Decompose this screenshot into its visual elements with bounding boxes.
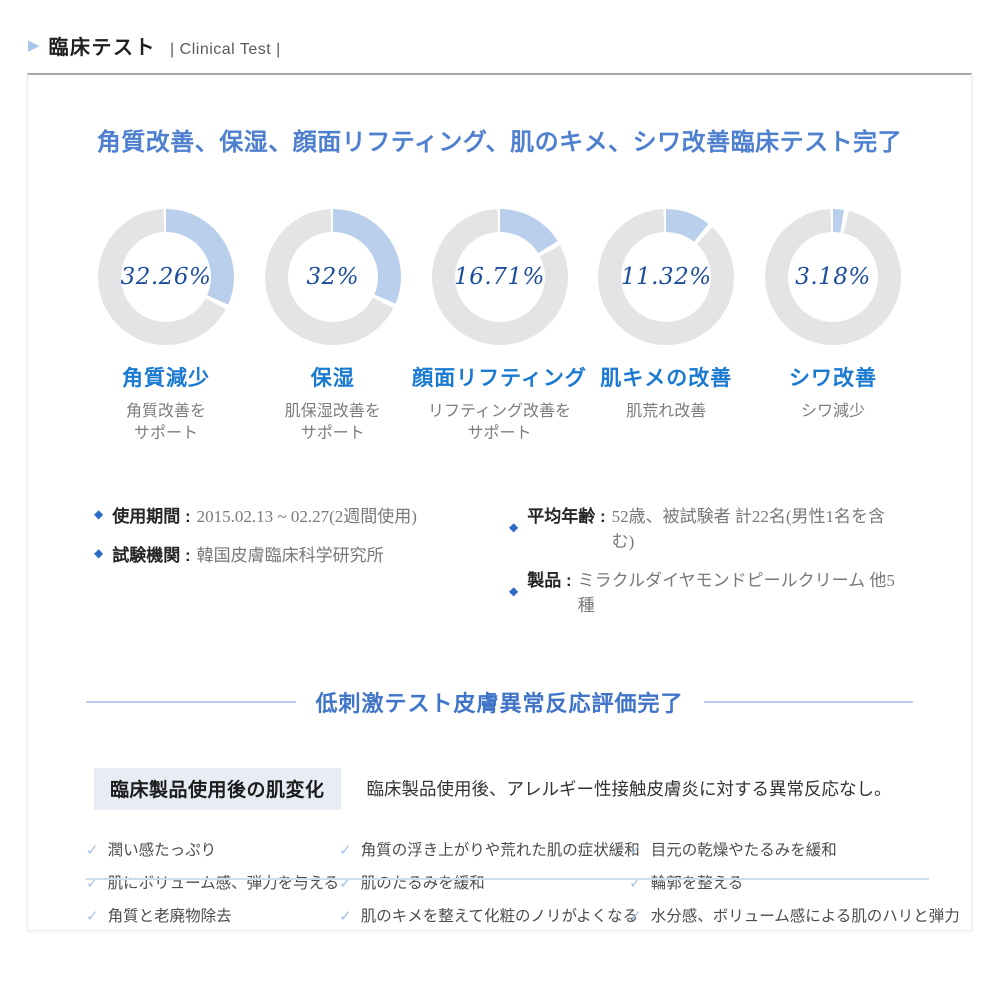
- detail-product: ◆ 製品 : ミラクルダイヤモンドピールクリーム 他5種: [509, 566, 905, 616]
- donut-label: シワ改善: [789, 367, 877, 390]
- donut-chart-wrinkle: 3.18%: [765, 209, 901, 345]
- clinical-test-card: 角質改善、保湿、顔面リフティング、肌のキメ、シワ改善臨床テスト完了 32.26%…: [27, 73, 972, 931]
- checklist-item: ✓ 輪郭を整える: [629, 867, 960, 900]
- donut-chart-keratin: 32.26%: [98, 209, 234, 345]
- checklist-item-label: 肌のキメを整えて化粧のノリがよくなる: [360, 907, 639, 925]
- detail-value: 2015.02.13 ~ 02.27(2週間使用): [196, 506, 417, 526]
- donut-sublabel: シワ減少: [800, 403, 865, 420]
- detail-label: 平均年齢 :: [527, 506, 606, 526]
- diamond-bullet-icon: ◆: [509, 519, 519, 534]
- check-icon: ✓: [339, 906, 352, 925]
- chart-wrinkle: 3.18% シワ改善 シワ減少: [755, 209, 911, 446]
- diamond-bullet-icon: ◆: [509, 583, 519, 598]
- checklist-column-3: ✓ 目元の乾燥やたるみを緩和 ✓ 輪郭を整える ✓ 水分感、ボリューム感による肌…: [629, 834, 960, 933]
- donut-sublabel: 肌保湿改善を サポート: [284, 403, 381, 443]
- donut-percent: 32%: [306, 264, 360, 290]
- checklist-item-label: 潤い感たっぷり: [107, 841, 217, 859]
- detail-institution: ◆ 試験機関 : 韓国皮膚臨床科学研究所: [94, 541, 509, 566]
- section-title-jp: 臨床テスト: [48, 37, 157, 59]
- checklist-item-label: 角質の浮き上がりや荒れた肌の症状緩和: [360, 841, 640, 859]
- donut-chart-lifting: 16.71%: [431, 209, 568, 345]
- donut-label: 顔面リフティング: [412, 367, 587, 390]
- donut-sublabel: 肌荒れ改善: [626, 403, 707, 420]
- checklist-item: ✓ 目元の乾燥やたるみを緩和: [629, 834, 960, 867]
- donut-sublabel: リフティング改善を サポート: [427, 403, 572, 443]
- check-icon: ✓: [339, 840, 352, 859]
- diamond-bullet-icon: ◆: [94, 546, 104, 561]
- chart-moisture: 32% 保湿 肌保湿改善を サポート: [255, 209, 411, 446]
- hypoallergenic-section-heading: 低刺激テスト皮膚異常反応評価完了: [28, 686, 971, 718]
- donut-percent: 16.71%: [454, 264, 545, 290]
- diamond-bullet-icon: ◆: [94, 507, 104, 522]
- checklist-item: ✓ 肌のキメを整えて化粧のノリがよくなる: [339, 900, 638, 933]
- check-icon: ✓: [86, 873, 99, 892]
- donut-label: 肌キメの改善: [600, 367, 733, 390]
- check-icon: ✓: [629, 840, 642, 859]
- detail-value: ミラクルダイヤモンドピールクリーム 他5種: [577, 570, 895, 615]
- arrow-right-icon: ▶: [28, 37, 40, 54]
- bottom-divider: [86, 878, 929, 880]
- donut-label: 角質減少: [122, 367, 210, 390]
- check-icon: ✓: [629, 873, 642, 892]
- donut-label: 保湿: [310, 367, 355, 390]
- section-header: ▶ 臨床テスト | Clinical Test |: [28, 31, 281, 60]
- checklist-item-label: 目元の乾燥やたるみを緩和: [650, 841, 837, 859]
- benefits-checklist: ✓ 潤い感たっぷり ✓ 肌にボリューム感、弾力を与える ✓ 角質と老廃物除去 ✓…: [28, 834, 971, 933]
- skin-change-result-text: 臨床製品使用後、アレルギー性接触皮膚炎に対する異常反応なし。: [366, 779, 892, 800]
- test-details: ◆ 使用期間 : 2015.02.13 ~ 02.27(2週間使用) ◆ 試験機…: [28, 502, 971, 616]
- checklist-item: ✓ 肌のたるみを緩和: [339, 867, 629, 900]
- checklist-item-label: 角質と老廃物除去: [107, 907, 232, 925]
- detail-average-age: ◆ 平均年齢 : 52歳、被試験者 計22名(男性1名を含む): [509, 502, 905, 552]
- check-icon: ✓: [86, 840, 99, 859]
- donut-chart-moisture: 32%: [264, 209, 401, 345]
- donut-percent: 32.26%: [120, 264, 212, 290]
- donut-percent: 11.32%: [620, 264, 712, 290]
- detail-usage-period: ◆ 使用期間 : 2015.02.13 ~ 02.27(2週間使用): [94, 502, 509, 527]
- checklist-item: ✓ 角質の浮き上がりや荒れた肌の症状緩和: [339, 834, 640, 867]
- donut-charts-row: 32.26% 角質減少 角質改善を サポート 32% 保湿 肌保湿改善を サポー…: [28, 209, 971, 446]
- detail-label: 使用期間 :: [112, 506, 191, 526]
- checklist-column-2: ✓ 角質の浮き上がりや荒れた肌の症状緩和 ✓ 肌のたるみを緩和 ✓ 肌のキメを整…: [339, 834, 640, 933]
- check-icon: ✓: [86, 906, 99, 925]
- checklist-item-label: 肌のたるみを緩和: [360, 874, 485, 892]
- chart-keratin: 32.26% 角質減少 角質改善を サポート: [88, 209, 244, 446]
- checklist-item: ✓ 潤い感たっぷり: [86, 834, 339, 867]
- heading-rule-right: [703, 700, 914, 703]
- checklist-item: ✓ 水分感、ボリューム感による肌のハリと弾力: [629, 900, 960, 933]
- chart-lifting: 16.71% 顔面リフティング リフティング改善を サポート: [412, 209, 586, 446]
- check-icon: ✓: [339, 873, 352, 892]
- details-column-left: ◆ 使用期間 : 2015.02.13 ~ 02.27(2週間使用) ◆ 試験機…: [94, 502, 509, 616]
- section-title-en: | Clinical Test |: [170, 41, 281, 58]
- skin-change-box-label: 臨床製品使用後の肌変化: [94, 767, 341, 810]
- detail-value: 韓国皮膚臨床科学研究所: [196, 545, 384, 565]
- detail-value: 52歳、被試験者 計22名(男性1名を含む): [611, 506, 886, 551]
- skin-change-row: 臨床製品使用後の肌変化 臨床製品使用後、アレルギー性接触皮膚炎に対する異常反応な…: [28, 767, 971, 810]
- donut-percent: 3.18%: [795, 264, 871, 290]
- checklist-item-label: 水分感、ボリューム感による肌のハリと弾力: [650, 907, 960, 925]
- detail-label: 試験機関 :: [112, 545, 191, 565]
- check-icon: ✓: [629, 906, 642, 925]
- main-title: 角質改善、保湿、顔面リフティング、肌のキメ、シワ改善臨床テスト完了: [96, 129, 903, 156]
- checklist-item: ✓ 角質と老廃物除去: [86, 900, 339, 933]
- checklist-column-1: ✓ 潤い感たっぷり ✓ 肌にボリューム感、弾力を与える ✓ 角質と老廃物除去: [86, 834, 339, 933]
- hypoallergenic-title: 低刺激テスト皮膚異常反応評価完了: [315, 690, 684, 716]
- chart-texture: 11.32% 肌キメの改善 肌荒れ改善: [588, 209, 744, 446]
- donut-chart-texture: 11.32%: [598, 209, 735, 345]
- checklist-item: ✓ 肌にボリューム感、弾力を与える: [86, 867, 339, 900]
- checklist-item-label: 輪郭を整える: [650, 874, 744, 892]
- donut-sublabel: 角質改善を サポート: [125, 403, 206, 443]
- detail-label: 製品 :: [527, 570, 572, 590]
- details-column-right: ◆ 平均年齢 : 52歳、被試験者 計22名(男性1名を含む) ◆ 製品 : ミ…: [509, 502, 905, 616]
- checklist-item-label: 肌にボリューム感、弾力を与える: [107, 874, 340, 892]
- heading-rule-left: [86, 700, 296, 703]
